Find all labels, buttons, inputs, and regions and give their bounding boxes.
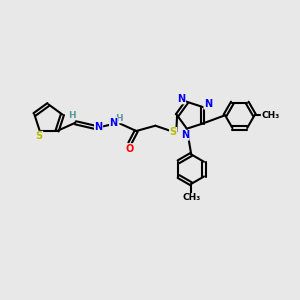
Text: S: S xyxy=(36,131,43,141)
Text: N: N xyxy=(110,118,118,128)
Text: H: H xyxy=(69,111,76,120)
Text: N: N xyxy=(94,122,103,132)
Text: N: N xyxy=(204,99,212,109)
Text: H: H xyxy=(115,114,122,123)
Text: CH₃: CH₃ xyxy=(182,194,200,202)
Text: S: S xyxy=(169,128,177,137)
Text: N: N xyxy=(181,130,189,140)
Text: O: O xyxy=(125,144,133,154)
Text: N: N xyxy=(178,94,186,104)
Text: CH₃: CH₃ xyxy=(261,111,280,120)
